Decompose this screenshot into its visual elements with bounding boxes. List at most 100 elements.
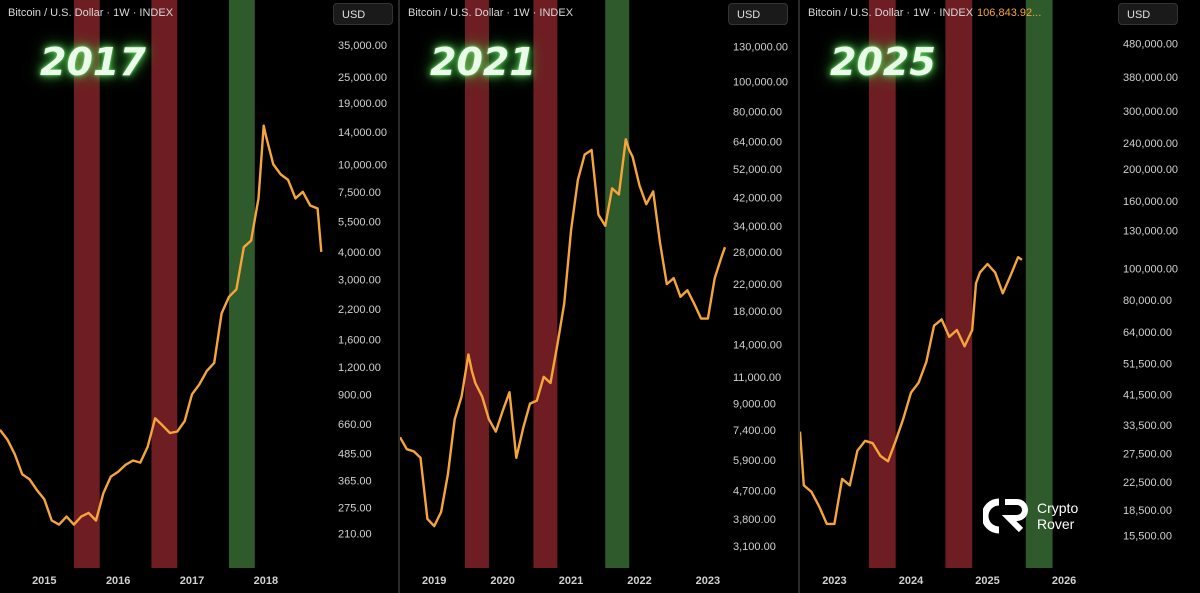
y-tick-label: 1,600.00: [338, 334, 381, 346]
y-tick-label: 42,000.00: [733, 193, 782, 205]
y-tick-label: 64,000.00: [1123, 327, 1172, 339]
red-band: [945, 0, 973, 568]
y-tick-label: 52,000.00: [733, 164, 782, 176]
y-tick-label: 35,000.00: [338, 40, 387, 52]
crypto-rover-logo: Crypto Rover: [981, 498, 1078, 534]
y-tick-label: 480,000.00: [1123, 38, 1178, 50]
year-title-2025: 2025: [830, 40, 936, 84]
chart-panel-2025: 480,000.00 380,000.00 300,000.00 240,000.00…: [800, 0, 1200, 593]
y-tick-label: 100,000.00: [733, 77, 788, 89]
x-tick-label: 2025: [975, 575, 999, 587]
x-tick-label: 2018: [254, 575, 278, 587]
red-band: [73, 0, 100, 568]
x-tick-label: 2022: [627, 575, 651, 587]
y-tick-label: 7,400.00: [733, 425, 776, 437]
x-tick-label: 2017: [180, 575, 204, 587]
y-tick-label: 5,500.00: [338, 216, 381, 228]
green-band: [605, 0, 630, 568]
logo-line-1: Crypto: [1037, 500, 1079, 516]
y-tick-label: 15,500.00: [1123, 530, 1172, 542]
y-tick-label: 210.00: [338, 528, 372, 540]
currency-selector[interactable]: USD: [728, 3, 788, 25]
x-tick-label: 2021: [559, 575, 583, 587]
x-tick-label: 2015: [32, 575, 56, 587]
y-tick-label: 5,900.00: [733, 455, 776, 467]
y-tick-label: 2,200.00: [338, 304, 381, 316]
y-tick-label: 240,000.00: [1123, 138, 1178, 150]
y-tick-label: 275.00: [338, 503, 372, 515]
x-tick-label: 2023: [696, 575, 720, 587]
y-tick-label: 4,700.00: [733, 485, 776, 497]
y-tick-label: 28,000.00: [733, 247, 782, 259]
chart-svg-2021: 130,000.00 100,000.00 80,000.00 64,000.00 52…: [400, 0, 788, 587]
x-tick-label: 2024: [899, 575, 924, 587]
year-title-2021: 2021: [430, 40, 536, 84]
y-tick-label: 4,000.00: [338, 247, 381, 259]
y-tick-label: 485.00: [338, 448, 372, 460]
chart-svg-2025: 480,000.00 380,000.00 300,000.00 240,000.00…: [800, 0, 1178, 587]
currency-selector[interactable]: USD: [333, 3, 393, 25]
panel-divider: [398, 0, 400, 593]
x-tick-label: 2019: [422, 575, 446, 587]
y-tick-label: 27,500.00: [1123, 448, 1172, 460]
y-tick-label: 33,500.00: [1123, 420, 1172, 432]
y-tick-label: 14,000.00: [733, 340, 782, 352]
y-tick-label: 11,000.00: [733, 372, 781, 384]
red-band: [868, 0, 896, 568]
panel-divider: [798, 0, 800, 593]
y-tick-label: 660.00: [338, 419, 372, 431]
y-tick-label: 3,100.00: [733, 541, 776, 553]
currency-selector[interactable]: USD: [1118, 3, 1178, 25]
y-tick-label: 9,000.00: [733, 399, 776, 411]
y-tick-label: 200,000.00: [1123, 164, 1178, 176]
red-band: [465, 0, 489, 568]
chart-header: Bitcoin / U.S. Dollar · 1W · INDEX: [8, 7, 174, 19]
x-tick-label: 2020: [490, 575, 514, 587]
y-tick-label: 160,000.00: [1123, 196, 1178, 208]
y-tick-label: 100,000.00: [1123, 263, 1178, 275]
chart-header: Bitcoin / U.S. Dollar · 1W · INDEX 106,84…: [808, 7, 1042, 19]
y-tick-label: 22,000.00: [733, 279, 782, 291]
y-tick-label: 300,000.00: [1123, 106, 1178, 118]
price-line: [400, 138, 727, 528]
y-tick-label: 3,000.00: [338, 274, 381, 286]
chart-header: Bitcoin / U.S. Dollar · 1W · INDEX: [408, 7, 574, 19]
y-tick-label: 1,200.00: [338, 362, 381, 374]
y-tick-label: 19,000.00: [338, 98, 387, 110]
x-tick-label: 2016: [106, 575, 130, 587]
price-line: [800, 256, 1023, 526]
y-tick-label: 80,000.00: [733, 107, 782, 119]
price-line: [0, 124, 323, 526]
green-band: [1025, 0, 1053, 568]
y-tick-label: 25,000.00: [338, 72, 387, 84]
logo-text: Crypto Rover: [1037, 500, 1078, 532]
chart-svg-2017: 35,000.00 25,000.00 19,000.00 14,000.00 10,0…: [0, 0, 387, 587]
y-tick-label: 22,500.00: [1123, 477, 1172, 489]
y-tick-label: 900.00: [338, 389, 372, 401]
y-tick-label: 14,000.00: [338, 127, 387, 139]
y-tick-label: 7,500.00: [338, 187, 381, 199]
y-tick-label: 3,800.00: [733, 514, 776, 526]
y-tick-label: 64,000.00: [733, 136, 782, 148]
y-tick-label: 365.00: [338, 475, 372, 487]
green-band: [228, 0, 255, 568]
y-tick-label: 41,500.00: [1123, 389, 1172, 401]
y-tick-label: 130,000.00: [1123, 226, 1178, 238]
logo-line-2: Rover: [1037, 516, 1075, 532]
red-band: [533, 0, 558, 568]
y-tick-label: 18,000.00: [733, 306, 782, 318]
cr-logo-icon: [981, 498, 1029, 534]
x-tick-label: 2023: [822, 575, 846, 587]
y-tick-label: 10,000.00: [338, 159, 387, 171]
y-tick-label: 380,000.00: [1123, 72, 1178, 84]
y-tick-label: 34,000.00: [733, 221, 782, 233]
y-tick-label: 51,500.00: [1123, 358, 1172, 370]
y-tick-label: 130,000.00: [733, 42, 788, 54]
y-tick-label: 18,500.00: [1123, 505, 1172, 517]
x-tick-label: 2026: [1052, 575, 1076, 587]
last-price: 106,843.92...: [977, 7, 1042, 19]
y-tick-label: 80,000.00: [1123, 295, 1172, 307]
red-band: [151, 0, 178, 568]
chart-panel-2021: 130,000.00 100,000.00 80,000.00 64,000.00 52…: [400, 0, 798, 593]
chart-panel-2017: 35,000.00 25,000.00 19,000.00 14,000.00 10,0…: [0, 0, 398, 593]
